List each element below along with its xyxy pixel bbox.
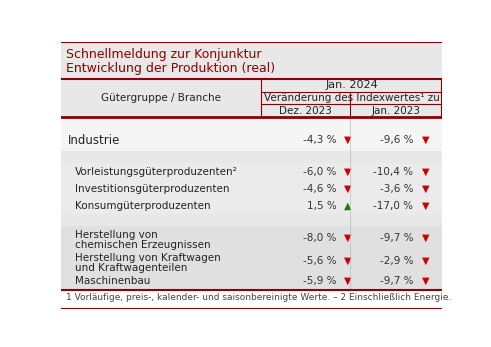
Text: Gütergruppe / Branche: Gütergruppe / Branche (101, 93, 221, 103)
Text: -4,6 %: -4,6 % (303, 184, 336, 194)
Bar (61, 42, 442, 79)
Text: ▼: ▼ (422, 233, 429, 243)
Text: -9,7 %: -9,7 % (380, 276, 413, 286)
Text: ▼: ▼ (344, 135, 352, 145)
Bar (61, 197, 442, 214)
Text: Industrie: Industrie (68, 134, 120, 147)
Text: ▼: ▼ (344, 233, 352, 243)
Text: ▼: ▼ (344, 184, 352, 194)
Text: Vorleistungsgüterproduzenten²: Vorleistungsgüterproduzenten² (75, 167, 238, 177)
Text: Veränderung des Indexwertes¹ zu: Veränderung des Indexwertes¹ zu (264, 93, 439, 103)
Text: Schnellmeldung zur Konjunktur: Schnellmeldung zur Konjunktur (66, 48, 262, 61)
Bar (61, 129, 442, 151)
Text: 1,5 %: 1,5 % (307, 201, 336, 211)
Text: und Kraftwagenteilen: und Kraftwagenteilen (75, 263, 188, 273)
Text: Konsumgüterproduzenten: Konsumgüterproduzenten (75, 201, 211, 211)
Text: ▲: ▲ (344, 201, 352, 211)
Text: Jan. 2024: Jan. 2024 (325, 80, 378, 90)
Text: Dez. 2023: Dez. 2023 (279, 105, 332, 116)
Text: ▼: ▼ (344, 167, 352, 177)
Text: Maschinenbau: Maschinenbau (75, 276, 151, 286)
Text: -5,9 %: -5,9 % (303, 276, 336, 286)
Text: -9,7 %: -9,7 % (380, 233, 413, 243)
Text: ▼: ▼ (344, 256, 352, 266)
Text: ▼: ▼ (422, 256, 429, 266)
Bar (61, 117, 442, 129)
Text: Herstellung von: Herstellung von (75, 229, 158, 239)
Text: ▼: ▼ (422, 184, 429, 194)
Text: -2,9 %: -2,9 % (380, 256, 413, 266)
Text: Investitionsgüterproduzenten: Investitionsgüterproduzenten (75, 184, 230, 194)
Text: -4,3 %: -4,3 % (303, 135, 336, 145)
Bar (61, 227, 442, 249)
Text: ▼: ▼ (422, 167, 429, 177)
Bar (61, 151, 442, 163)
Bar (61, 290, 442, 304)
Bar (61, 79, 442, 117)
Text: ▼: ▼ (422, 276, 429, 286)
Bar (61, 273, 442, 290)
Text: chemischen Erzeugnissen: chemischen Erzeugnissen (75, 239, 211, 249)
Text: Jan. 2023: Jan. 2023 (371, 105, 420, 116)
Text: -9,6 %: -9,6 % (380, 135, 413, 145)
Text: -10,4 %: -10,4 % (373, 167, 413, 177)
Text: -17,0 %: -17,0 % (373, 201, 413, 211)
Text: Herstellung von Kraftwagen: Herstellung von Kraftwagen (75, 253, 221, 263)
Text: Entwicklung der Produktion (real): Entwicklung der Produktion (real) (66, 62, 275, 75)
Text: -3,6 %: -3,6 % (380, 184, 413, 194)
Bar (61, 180, 442, 197)
Text: -6,0 %: -6,0 % (303, 167, 336, 177)
Text: ▼: ▼ (422, 201, 429, 211)
Bar (61, 214, 442, 227)
Text: ▼: ▼ (344, 276, 352, 286)
Text: -8,0 %: -8,0 % (303, 233, 336, 243)
Text: -5,6 %: -5,6 % (303, 256, 336, 266)
Bar (61, 163, 442, 180)
Text: 1 Vorläufige, preis-, kalender- und saisonbereinigte Werte. – 2 Einschließlich E: 1 Vorläufige, preis-, kalender- und sais… (66, 293, 451, 302)
Bar (61, 249, 442, 273)
Text: ▼: ▼ (422, 135, 429, 145)
